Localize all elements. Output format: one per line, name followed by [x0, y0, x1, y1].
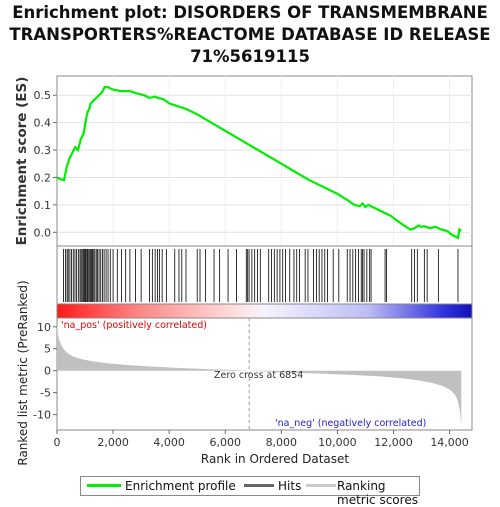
metric-xtick-label: 14,000 — [430, 436, 469, 449]
metric-ytick-label: 5 — [44, 343, 51, 356]
metric-ytick-label: 0 — [44, 365, 51, 378]
legend-item-enrichment: Enrichment profile — [125, 479, 236, 493]
neg-label: 'na_neg' (negatively correlated) — [275, 418, 426, 429]
legend-item-ranking: Ranking metric scores — [337, 479, 418, 507]
hits-group — [63, 249, 459, 302]
metric-ylabel: Ranked list metric (PreRanked) — [16, 280, 30, 465]
enrichment-profile-line — [56, 85, 462, 240]
title-line-1: Enrichment plot: DISORDERS OF TRANSMEMBR… — [12, 3, 488, 22]
pos-label: 'na_pos' (positively correlated) — [61, 320, 207, 331]
legend-item-hits: Hits — [278, 479, 302, 493]
es-ytick-label: 0.4 — [34, 117, 52, 130]
metric-xtick-label: 6,000 — [209, 436, 241, 449]
es-yticks: 0.0 0.1 0.2 0.3 0.4 0.5 — [34, 89, 57, 239]
ranking-colorbar — [56, 303, 473, 319]
metric-xlabel: Rank in Ordered Dataset — [201, 452, 349, 466]
legend-swatch-enrichment — [87, 484, 121, 487]
chart-title: Enrichment plot: DISORDERS OF TRANSMEMBR… — [0, 2, 500, 68]
metric-xticks: 0 2,000 4,000 6,000 8,000 10,000 12,000 14,000 — [54, 430, 469, 449]
ranking-metric-area — [57, 324, 462, 426]
metric-ytick-label: -5 — [40, 387, 51, 400]
es-grid — [57, 76, 472, 246]
metric-ytick-label: 10 — [37, 321, 51, 334]
es-ylabel: Enrichment score (ES) — [14, 77, 30, 246]
legend-swatch-ranking — [306, 484, 336, 487]
legend-swatch-hits — [244, 484, 274, 487]
metric-xtick-label: 12,000 — [374, 436, 413, 449]
es-ytick-label: 0.1 — [34, 199, 52, 212]
metric-xtick-label: 2,000 — [97, 436, 129, 449]
title-line-3: 71%5619115 — [190, 47, 310, 66]
es-panel-frame — [56, 75, 473, 247]
es-ytick-label: 0.0 — [34, 226, 52, 239]
zero-cross-label: Zero cross at 6854 — [214, 370, 303, 381]
title-line-2: TRANSPORTERS%REACTOME DATABASE ID RELEAS… — [9, 25, 491, 44]
metric-xtick-label: 0 — [54, 436, 61, 449]
metric-ytick-label: -10 — [33, 409, 51, 422]
es-ytick-label: 0.2 — [34, 171, 52, 184]
es-ytick-label: 0.3 — [34, 144, 52, 157]
metric-xtick-label: 8,000 — [266, 436, 298, 449]
legend: Enrichment profile Hits Ranking metric s… — [80, 476, 420, 507]
metric-xtick-label: 4,000 — [153, 436, 185, 449]
hits-panel-frame — [56, 245, 473, 305]
metric-yticks: -10 -5 0 5 10 — [33, 321, 57, 422]
es-ytick-label: 0.5 — [34, 89, 52, 102]
metric-xtick-label: 10,000 — [318, 436, 357, 449]
